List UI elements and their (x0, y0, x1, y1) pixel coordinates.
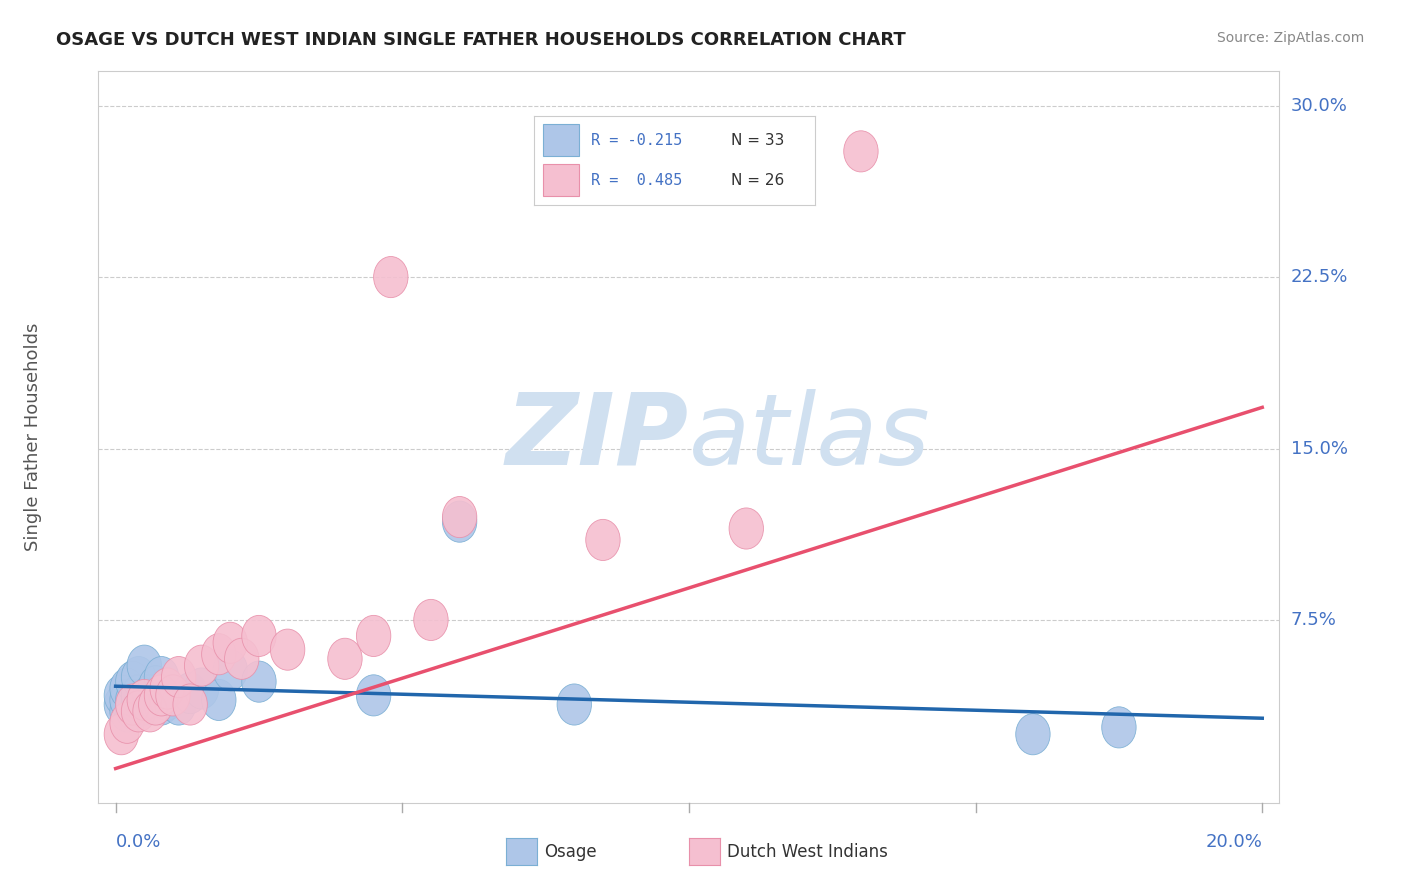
Text: R =  0.485: R = 0.485 (591, 173, 682, 187)
Ellipse shape (121, 657, 156, 698)
Text: 22.5%: 22.5% (1291, 268, 1348, 286)
Ellipse shape (145, 684, 179, 725)
Ellipse shape (104, 674, 139, 716)
Text: Osage: Osage (544, 843, 596, 861)
Text: atlas: atlas (689, 389, 931, 485)
Ellipse shape (127, 684, 162, 725)
Ellipse shape (115, 684, 150, 725)
Ellipse shape (145, 674, 179, 716)
Text: 7.5%: 7.5% (1291, 611, 1337, 629)
Text: Source: ZipAtlas.com: Source: ZipAtlas.com (1216, 31, 1364, 45)
Ellipse shape (121, 690, 156, 732)
Text: N = 33: N = 33 (731, 133, 785, 147)
Ellipse shape (844, 131, 879, 172)
Ellipse shape (150, 680, 184, 721)
Ellipse shape (132, 684, 167, 725)
Ellipse shape (110, 668, 145, 709)
Ellipse shape (156, 674, 190, 716)
FancyBboxPatch shape (543, 164, 579, 196)
Ellipse shape (356, 615, 391, 657)
Ellipse shape (104, 684, 139, 725)
Ellipse shape (115, 680, 150, 721)
Ellipse shape (586, 519, 620, 560)
Ellipse shape (110, 680, 145, 721)
Ellipse shape (443, 497, 477, 538)
Ellipse shape (145, 657, 179, 698)
Ellipse shape (127, 680, 162, 721)
Ellipse shape (1015, 714, 1050, 755)
Text: Dutch West Indians: Dutch West Indians (727, 843, 887, 861)
Ellipse shape (443, 501, 477, 542)
Ellipse shape (173, 684, 207, 725)
Text: 0.0%: 0.0% (115, 833, 162, 851)
Ellipse shape (162, 684, 195, 725)
Ellipse shape (132, 674, 167, 716)
FancyBboxPatch shape (543, 124, 579, 156)
Ellipse shape (139, 684, 173, 725)
Ellipse shape (557, 684, 592, 725)
Text: 30.0%: 30.0% (1291, 96, 1347, 115)
Ellipse shape (730, 508, 763, 549)
Ellipse shape (139, 680, 173, 721)
Ellipse shape (374, 257, 408, 298)
Ellipse shape (328, 639, 363, 680)
Ellipse shape (127, 680, 162, 721)
Ellipse shape (150, 668, 184, 709)
Ellipse shape (184, 668, 219, 709)
Ellipse shape (413, 599, 449, 640)
Ellipse shape (201, 680, 236, 721)
Ellipse shape (214, 649, 247, 690)
Text: OSAGE VS DUTCH WEST INDIAN SINGLE FATHER HOUSEHOLDS CORRELATION CHART: OSAGE VS DUTCH WEST INDIAN SINGLE FATHER… (56, 31, 905, 49)
Ellipse shape (270, 629, 305, 670)
Ellipse shape (1102, 706, 1136, 747)
Ellipse shape (110, 702, 145, 743)
Text: 20.0%: 20.0% (1205, 833, 1263, 851)
Ellipse shape (356, 674, 391, 716)
Ellipse shape (156, 674, 190, 716)
Text: ZIP: ZIP (506, 389, 689, 485)
Ellipse shape (184, 645, 219, 686)
Ellipse shape (225, 639, 259, 680)
Ellipse shape (139, 665, 173, 706)
Ellipse shape (104, 714, 139, 755)
Ellipse shape (173, 673, 207, 714)
Text: N = 26: N = 26 (731, 173, 785, 187)
Ellipse shape (242, 615, 276, 657)
Ellipse shape (127, 645, 162, 686)
Ellipse shape (115, 661, 150, 702)
Ellipse shape (115, 689, 150, 730)
Text: Single Father Households: Single Father Households (24, 323, 42, 551)
Text: 15.0%: 15.0% (1291, 440, 1347, 458)
Text: R = -0.215: R = -0.215 (591, 133, 682, 147)
Ellipse shape (201, 633, 236, 675)
Ellipse shape (214, 623, 247, 664)
Ellipse shape (162, 657, 195, 698)
Ellipse shape (242, 661, 276, 702)
Ellipse shape (121, 684, 156, 725)
Ellipse shape (121, 674, 156, 716)
Ellipse shape (110, 690, 145, 732)
Ellipse shape (132, 690, 167, 732)
